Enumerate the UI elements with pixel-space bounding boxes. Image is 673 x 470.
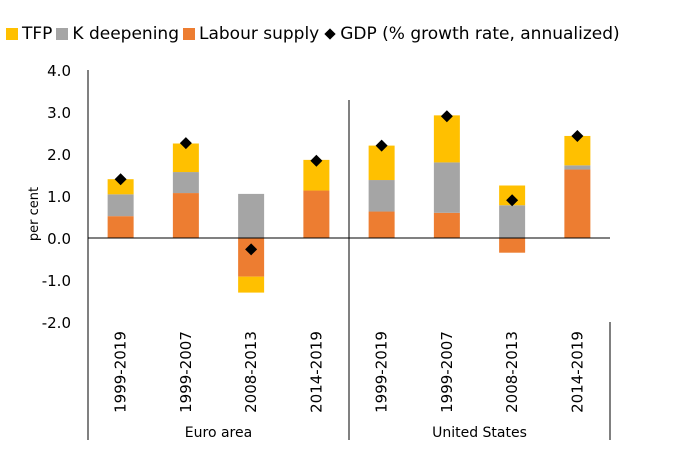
bar-k-deepening (368, 180, 395, 212)
x-tick-label: 2014-2019 (568, 331, 586, 413)
x-tick-label: 2008-2013 (503, 331, 521, 413)
legend-swatch-tfp (6, 28, 18, 40)
bar-tfp (107, 179, 134, 195)
legend-swatch-labour-supply (183, 28, 195, 40)
gdp-marker (506, 194, 519, 207)
bar-labour-supply (499, 238, 526, 253)
gdp-marker (310, 154, 323, 167)
bar-labour-supply (172, 193, 199, 238)
x-tick-label: 1999-2007 (177, 331, 195, 413)
gdp-marker (375, 139, 388, 152)
y-tick-label: 0.0 (47, 230, 71, 248)
legend-item-labour-supply: Labour supply (183, 24, 319, 44)
bar-k-deepening (107, 194, 134, 217)
legend-item-k-deepening: K deepening (56, 24, 179, 44)
bar-k-deepening (433, 162, 460, 213)
y-tick-label: 3.0 (47, 104, 71, 122)
bar-labour-supply (368, 211, 395, 238)
y-tick-label: -1.0 (42, 272, 71, 290)
gdp-marker (114, 173, 127, 186)
bar-k-deepening (499, 205, 526, 238)
gdp-marker (440, 110, 453, 123)
legend-label-labour-supply: Labour supply (199, 24, 320, 44)
bar-k-deepening (238, 193, 265, 238)
gdp-marker (179, 137, 192, 150)
gdp-marker (571, 129, 584, 142)
x-tick-label: 1999-2007 (438, 331, 456, 413)
legend-swatch-k-deepening (56, 28, 69, 40)
chart-legend: TFP K deepening Labour supply GDP (% gro… (6, 22, 624, 46)
x-tick-label: 1999-2019 (112, 331, 130, 413)
group-label: United States (432, 425, 527, 441)
legend-label-k-deepening: K deepening (72, 24, 179, 44)
x-tick-label: 2014-2019 (307, 331, 325, 413)
legend-label-gdp: GDP (% growth rate, annualized) (340, 24, 620, 44)
y-tick-label: 2.0 (47, 146, 71, 164)
y-axis-title: per cent (27, 187, 42, 241)
legend-item-tfp: TFP (6, 24, 52, 44)
y-tick-label: 4.0 (47, 62, 71, 80)
legend-label-tfp: TFP (22, 24, 53, 44)
bar-tfp (433, 115, 460, 163)
y-tick-label: 1.0 (47, 188, 71, 206)
group-label: Euro area (185, 425, 252, 441)
gdp-marker (245, 243, 258, 256)
x-tick-label: 1999-2019 (373, 331, 391, 413)
bar-labour-supply (107, 216, 134, 238)
bar-k-deepening (564, 165, 591, 170)
bar-labour-supply (303, 190, 330, 238)
bar-tfp (238, 276, 265, 293)
bar-labour-supply (433, 212, 460, 238)
x-tick-label: 2008-2013 (242, 331, 260, 413)
bar-labour-supply (564, 169, 591, 238)
legend-item-gdp: GDP (% growth rate, annualized) (323, 24, 620, 44)
y-tick-label: -2.0 (42, 314, 71, 332)
bar-k-deepening (172, 172, 199, 194)
